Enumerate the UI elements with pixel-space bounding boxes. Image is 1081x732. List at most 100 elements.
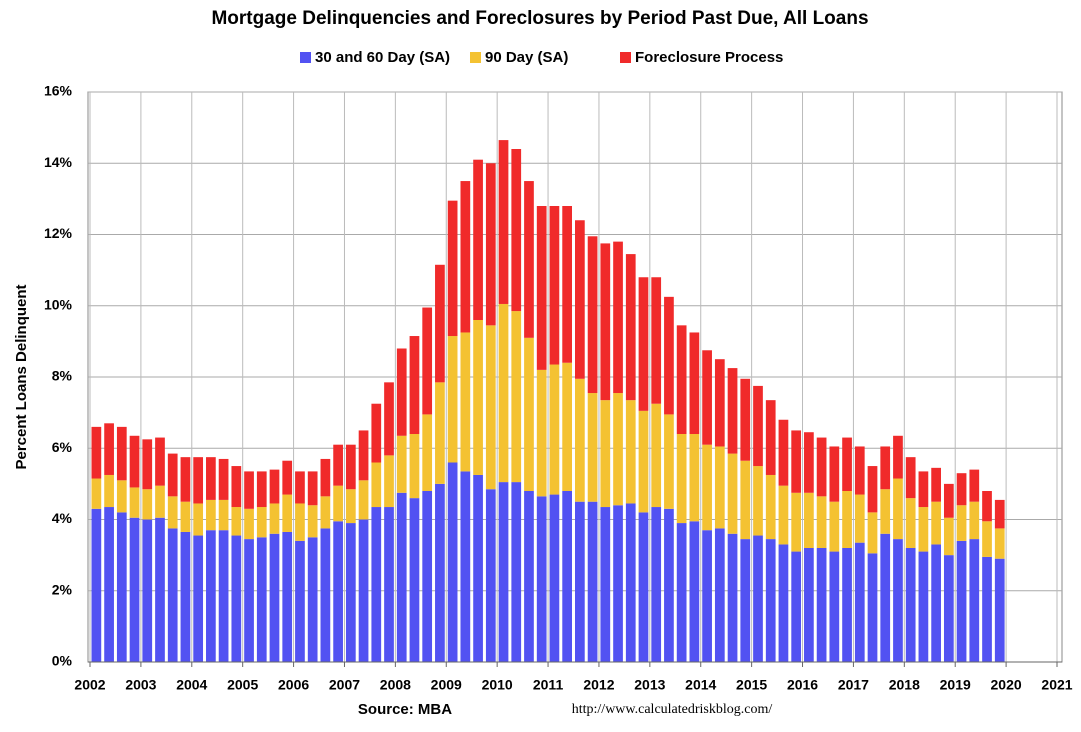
bar-segment xyxy=(651,403,662,508)
bar-segment xyxy=(829,446,840,502)
bar-segment xyxy=(396,492,407,662)
bar-segment xyxy=(740,378,751,461)
bar-segment xyxy=(256,537,267,662)
bar-segment xyxy=(524,337,534,491)
bar-segment xyxy=(740,539,751,662)
x-tick-label: 2018 xyxy=(889,677,920,693)
y-tick-label: 0% xyxy=(52,653,73,669)
bar-segment xyxy=(702,530,712,662)
bar-segment xyxy=(511,149,522,312)
bar-segment xyxy=(664,508,674,662)
bar-segment xyxy=(969,539,980,662)
bar-segment xyxy=(816,548,827,662)
legend-label: 30 and 60 Day (SA) xyxy=(315,49,450,66)
bar-segment xyxy=(613,241,623,394)
legend-label: 90 Day (SA) xyxy=(485,49,568,66)
x-tick-label: 2004 xyxy=(176,677,207,693)
x-tick-label: 2016 xyxy=(787,677,818,693)
bar-segment xyxy=(702,350,712,445)
legend-swatch xyxy=(620,52,631,63)
bar-segment xyxy=(129,435,140,488)
bar-segment xyxy=(409,498,420,662)
x-tick-label: 2010 xyxy=(482,677,513,693)
bar-segment xyxy=(155,485,165,518)
bar-segment xyxy=(167,496,178,529)
legend-swatch xyxy=(300,52,311,63)
bar-segment xyxy=(893,478,903,540)
bar-segment xyxy=(116,480,127,513)
bar-segment xyxy=(358,430,369,481)
x-tick-label: 2014 xyxy=(685,677,716,693)
bar-segment xyxy=(282,494,293,532)
bar-segment xyxy=(447,200,458,337)
x-tick-label: 2003 xyxy=(125,677,156,693)
bar-segment xyxy=(765,474,776,540)
bar-segment xyxy=(511,482,522,662)
bar-segment xyxy=(575,501,585,662)
bar-segment xyxy=(753,466,763,536)
bar-segment xyxy=(931,467,941,502)
legend: 30 and 60 Day (SA) 90 Day (SA) Foreclosure… xyxy=(300,49,783,66)
bar-segment xyxy=(307,471,318,506)
y-tick-label: 10% xyxy=(44,296,73,312)
bar-segment xyxy=(269,503,280,534)
bar-segment xyxy=(422,491,433,662)
bar-segment xyxy=(244,539,254,662)
bar-segment xyxy=(129,517,140,662)
bar-segment xyxy=(854,494,865,543)
bar-segment xyxy=(549,494,560,662)
bar-segment xyxy=(753,535,763,662)
bar-segment xyxy=(295,503,305,541)
bar-segment xyxy=(193,503,204,536)
bar-segment xyxy=(180,531,191,662)
x-tick-label: 2008 xyxy=(380,677,411,693)
bar-segment xyxy=(854,446,865,495)
bar-segment xyxy=(384,507,394,662)
bar-segment xyxy=(587,236,598,394)
bar-segment xyxy=(91,426,102,479)
bar-segment xyxy=(804,548,814,662)
bar-segment xyxy=(994,499,1005,529)
bar-segment xyxy=(180,501,191,532)
bar-segment xyxy=(511,311,522,483)
bar-segment xyxy=(689,434,700,522)
y-tick-label: 6% xyxy=(52,439,73,455)
bar-segment xyxy=(714,359,725,447)
bar-segment xyxy=(142,519,153,662)
y-tick-label: 4% xyxy=(52,510,73,526)
legend-swatch xyxy=(470,52,481,63)
bar-segment xyxy=(664,414,674,509)
bar-segment xyxy=(524,491,534,662)
bar-segment xyxy=(613,505,623,662)
bar-segment xyxy=(498,482,509,662)
bar-segment xyxy=(867,512,878,554)
bar-segment xyxy=(804,492,814,548)
bar-segment xyxy=(969,501,980,540)
bar-segment xyxy=(893,435,903,479)
bar-segment xyxy=(167,453,178,497)
bar-segment xyxy=(320,496,331,529)
bar-segment xyxy=(587,501,598,662)
bar-segment xyxy=(155,437,165,486)
x-tick-label: 2012 xyxy=(583,677,614,693)
bar-segment xyxy=(956,540,967,662)
bar-segment xyxy=(396,435,407,493)
x-tick-label: 2002 xyxy=(74,677,105,693)
bar-segment xyxy=(676,325,687,434)
bar-segment xyxy=(791,492,802,552)
bar-segment xyxy=(765,539,776,662)
bar-segment xyxy=(435,382,445,484)
bar-segment xyxy=(422,307,433,415)
bar-segment xyxy=(269,533,280,662)
bar-segment xyxy=(829,551,840,662)
bar-segment xyxy=(218,530,229,662)
x-tick-label: 2011 xyxy=(533,677,564,693)
bar-segment xyxy=(91,508,102,662)
bar-segment xyxy=(460,181,471,333)
bar-segment xyxy=(562,206,572,363)
bar-segment xyxy=(943,555,954,662)
bar-segment xyxy=(600,400,611,508)
bar-segment xyxy=(905,498,916,548)
bar-segment xyxy=(460,332,471,472)
bar-segment xyxy=(918,471,929,508)
